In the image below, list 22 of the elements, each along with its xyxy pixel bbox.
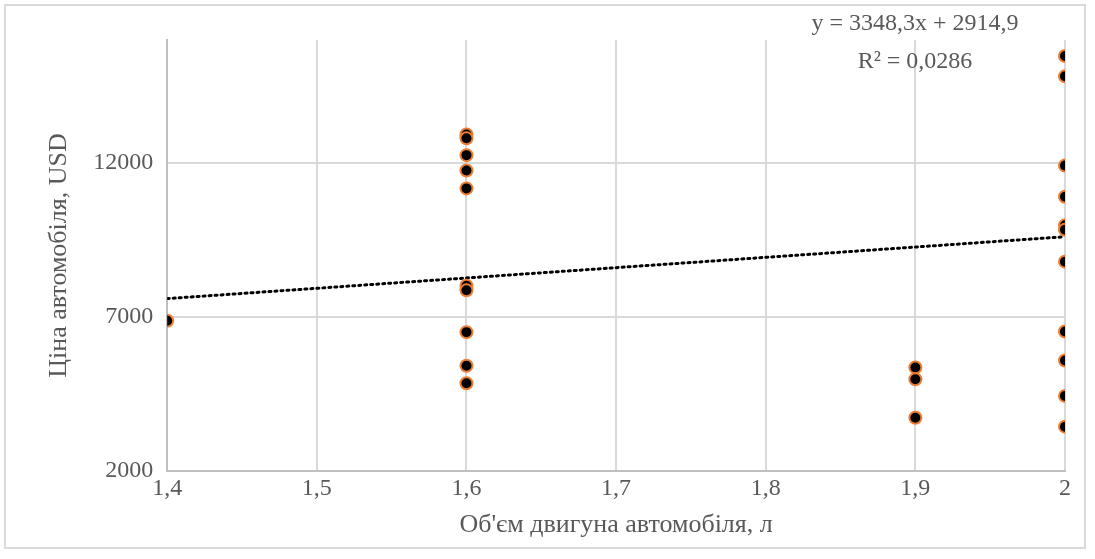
point: [459, 148, 474, 163]
x-tick-label: 1,8: [750, 473, 781, 500]
y-tick-label: 7000: [105, 302, 154, 329]
point: [459, 283, 474, 298]
x-tick-label: 1,6: [451, 473, 482, 500]
x-tick-label: 1,5: [301, 473, 332, 500]
point: [459, 358, 474, 373]
x-tick-label: 1,4: [152, 473, 183, 500]
x-axis-title: Об'єм двигуна автомобіля, л: [459, 509, 773, 539]
annotation: R² = 0,0286: [857, 47, 973, 74]
text: y = 3348,3x + 2914,9: [811, 9, 1019, 36]
x-tick-label: 1,7: [601, 473, 632, 500]
point: [459, 131, 474, 146]
y-axis-title: Ціна автомобіля, USD: [43, 133, 73, 378]
x-tick-label: 1,9: [900, 473, 931, 500]
point: [459, 325, 474, 340]
point: [459, 376, 474, 391]
y-tick-label: 2000: [105, 456, 154, 483]
x-tick-label: 2: [1059, 473, 1071, 500]
point: [459, 181, 474, 196]
point: [459, 163, 474, 178]
y-tick-label: 12000: [93, 148, 154, 175]
